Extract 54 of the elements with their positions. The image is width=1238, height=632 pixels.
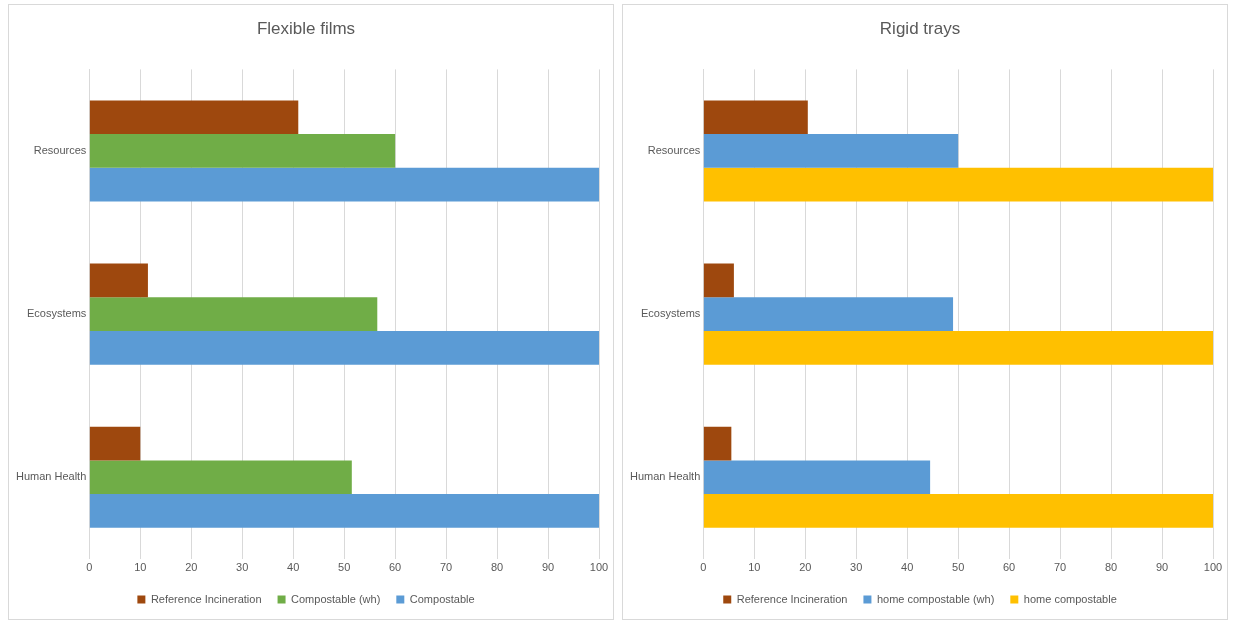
bar [89,426,141,461]
x-tick-label: 80 [490,561,504,574]
bar [89,297,378,331]
y-tick-label: Ecosystems [641,307,701,320]
chart-title: Flexible films [256,18,356,38]
x-tick-label: 90 [1155,561,1169,574]
x-tick-label: 50 [952,561,965,574]
bar [89,330,599,365]
legend-label: home compostable (wh) [876,592,995,605]
bar [89,134,396,168]
x-tick-label: 100 [589,561,609,574]
bar [703,330,1213,365]
y-tick-label: Resources [33,144,87,156]
bar [89,460,352,495]
bar [703,100,808,135]
x-tick-label: 90 [541,561,555,574]
x-tick-label: 100 [1203,561,1223,574]
bar [89,263,148,298]
bar [703,426,732,461]
legend-label: Reference Incineration [150,592,262,605]
bar [89,100,299,135]
x-tick-label: 10 [748,561,761,574]
y-tick-label: Human Health [15,470,87,483]
x-tick-label: 20 [185,561,198,574]
x-tick-label: 30 [850,561,863,574]
x-tick-label: 50 [338,561,351,574]
x-tick-label: 30 [236,561,249,574]
x-tick-label: 60 [1003,561,1016,574]
legend-label: Reference Incineration [736,592,848,605]
chart-title: Rigid trays [879,18,961,38]
y-tick-label: Resources [647,144,701,156]
legend-label: Compostable [409,592,475,605]
legend-label: Compostable (wh) [291,592,381,605]
x-tick-label: 20 [799,561,812,574]
bar [89,494,599,528]
y-tick-label: Human Health [629,470,701,483]
x-tick-label: 0 [700,561,707,574]
bar [703,460,931,495]
bar [703,297,954,331]
x-tick-label: 70 [1053,561,1067,574]
x-tick-label: 40 [901,561,914,574]
x-tick-label: 40 [287,561,300,574]
x-tick-label: 10 [134,561,147,574]
x-tick-label: 70 [439,561,453,574]
y-tick-label: Ecosystems [27,307,87,320]
x-tick-label: 0 [86,561,93,574]
x-tick-label: 60 [389,561,402,574]
bar [703,263,734,298]
bar [703,494,1213,528]
x-tick-label: 80 [1104,561,1118,574]
bar [703,167,1213,202]
bar [89,167,599,202]
legend-label: home compostable [1023,592,1117,605]
bar [703,134,959,168]
